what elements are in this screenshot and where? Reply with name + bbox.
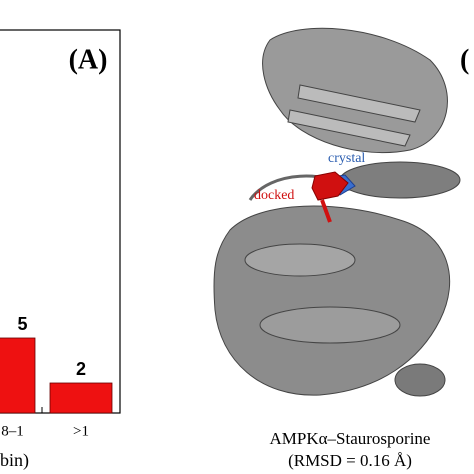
data-label: 5 — [17, 314, 27, 334]
x-tick-label: 8–1 — [1, 423, 24, 439]
crystal-label: crystal — [328, 151, 365, 166]
ligands — [311, 171, 356, 223]
panel-label: ( — [460, 44, 469, 75]
docked-label: docked — [254, 188, 294, 203]
x-tick-label: >1 — [73, 423, 89, 439]
bar — [0, 337, 36, 414]
data-label: 2 — [76, 359, 86, 379]
protein-structure — [213, 27, 461, 397]
bar — [49, 382, 113, 414]
caption: AMPKα–Staurosporine — [270, 429, 431, 448]
panel-label: (A) — [69, 44, 108, 75]
x-axis-label: bin) — [0, 450, 29, 471]
caption: (RMSD = 0.16 Å) — [288, 451, 412, 470]
